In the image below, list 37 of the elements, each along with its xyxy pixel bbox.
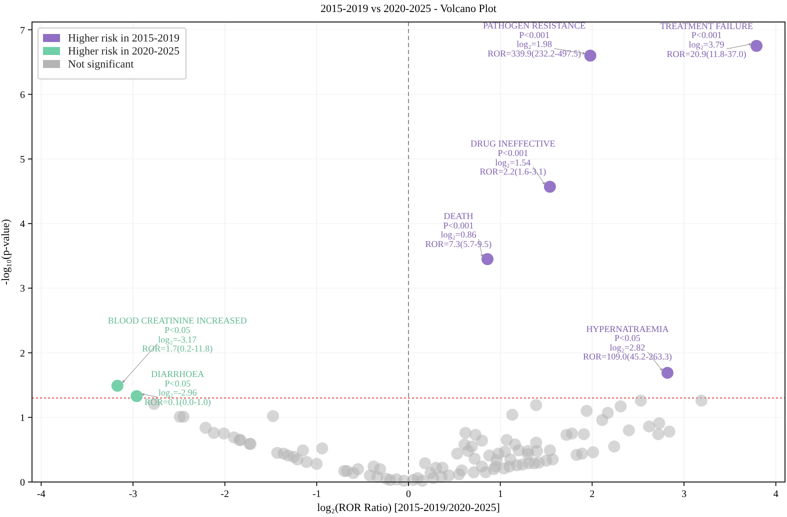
y-tick-label: 0 [20,478,25,488]
x-tick-label: 0 [406,489,411,500]
annotation: DIARRHOEA P<0.05 log₂=-2.96 ROR=0.1(0.0-1.0) [144,369,211,407]
annotation: DRUG INEFFECTIVE P<0.001 log₂=1.54 ROR=2.2(1.6-3.1) [470,138,556,177]
point [130,390,143,402]
chart-title: 2015-2019 vs 2020-2025 - Volcano Plot [320,3,496,15]
annotation: DEATH P<0.001 log₂=0.86 ROR=7.3(5.7-9.5) [425,211,492,250]
y-tick-label: 5 [20,154,25,166]
x-axis-title: log₂(ROR Ratio) [2015-2019/2020-2025] [317,502,500,514]
y-tick-label: 4 [20,219,25,230]
point [481,253,494,266]
legend-label: Not significant [68,58,134,70]
x-tick-label: 1 [498,489,503,500]
x-tick-label: -3 [128,489,138,500]
y-tick-label: 6 [20,90,25,101]
annotation: BLOOD CREATININE INCREASED P<0.05 log₂=-3.17 ROR=1.7(0.2-11.8) [108,316,248,354]
x-tick-label: -4 [37,489,46,500]
x-tick-label: -1 [312,489,321,500]
point [750,40,763,52]
point [661,366,674,379]
y-tick-label: 1 [20,412,25,424]
y-axis-title: -log₁₀(p-value) [0,218,12,285]
point [111,380,124,392]
legend-label: Higher risk in 2015-2019 [68,32,180,44]
annotation: HYPERNATRAEMIA P<0.05 log₂=2.82 ROR=109.0(45.2-263.3) [583,324,672,362]
annotation: TREATMENT FAILURE P<0.001 log₂=3.79 ROR=20.9(11.8-37.0) [660,20,754,59]
y-tick-label: 3 [20,284,25,295]
x-tick-label: -2 [220,489,230,500]
x-tick-label: 2 [590,489,595,500]
y-tick-label: 2 [20,348,25,360]
point [544,180,556,193]
y-tick-label: 7 [20,25,25,36]
annotation: PATHOGEN RESISTANCE P<0.001 log₂=1.98 ROR=339.9(232.2-497.5) [482,20,586,58]
legend-label: Higher risk in 2020-2025 [68,46,180,58]
x-tick-label: 3 [681,489,686,500]
point [584,50,596,62]
x-tick-label: 4 [773,489,778,500]
